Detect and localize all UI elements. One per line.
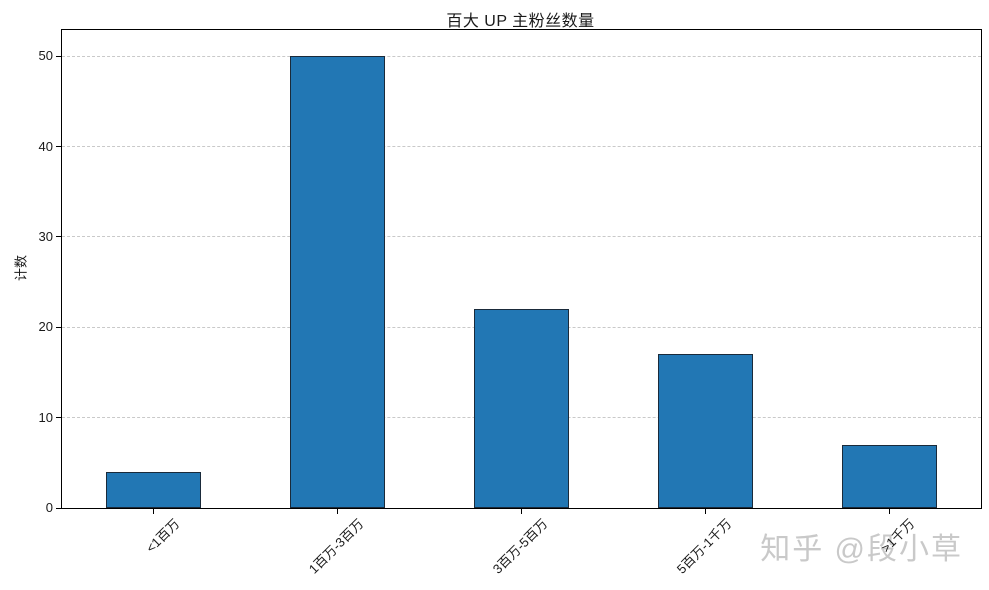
y-tick-label: 20 [38,319,53,335]
chart-title: 百大 UP 主粉丝数量 [446,13,595,30]
y-axis-label: 计数 [13,254,29,282]
x-tick-mark [521,509,522,514]
x-tick-label: <1百万 [143,516,183,556]
bar-5百万-1千万 [657,354,753,508]
plot-area: 0 10 20 30 40 50 <1百万 1百万-3百万 3百万-5百万 5百万-1千万 >1千万 [39,29,982,577]
y-tick-mark [56,146,61,148]
y-tick-label: 10 [38,409,53,425]
y-tick-mark [56,55,61,57]
x-tick-mark [888,509,890,514]
y-tick-label: 0 [45,500,53,515]
y-tick-mark [56,326,61,328]
y-tick-mark [56,417,61,419]
x-tick-label: 3百万-5百万 [489,516,551,577]
x-tick-label: 1百万-3百万 [305,516,367,577]
gridline-y-50 [62,55,981,57]
y-tick-mark [56,236,61,238]
x-tick-mark [337,509,339,514]
y-tick-label: 30 [38,228,53,244]
x-tick-mark [704,509,706,514]
bar->1千万 [841,444,937,508]
x-tick-mark [153,509,155,514]
bar-3百万-5百万 [474,309,569,508]
y-tick-mark [56,507,61,509]
gridline-y-30 [62,236,981,238]
y-tick-label: 40 [38,138,53,154]
bar-1百万-3百万 [290,56,386,508]
gridline-y-40 [62,146,981,148]
bar-<1百万 [106,471,202,508]
x-tick-label: 5百万-1千万 [673,516,734,577]
y-tick-label: 50 [38,48,53,64]
watermark: 知乎 @段小草 [760,533,963,566]
